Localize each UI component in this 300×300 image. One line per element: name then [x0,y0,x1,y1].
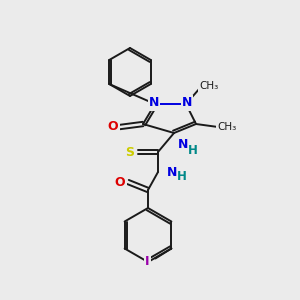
Text: I: I [145,255,150,268]
Text: CH₃: CH₃ [200,81,219,91]
Text: O: O [115,176,125,188]
Text: O: O [108,119,118,133]
Text: N: N [178,139,188,152]
Text: H: H [188,143,198,157]
Text: N: N [167,166,177,178]
Text: H: H [177,170,187,184]
Text: N: N [149,97,159,110]
Text: N: N [182,97,192,110]
Text: CH₃: CH₃ [218,122,237,132]
Text: S: S [125,146,134,158]
